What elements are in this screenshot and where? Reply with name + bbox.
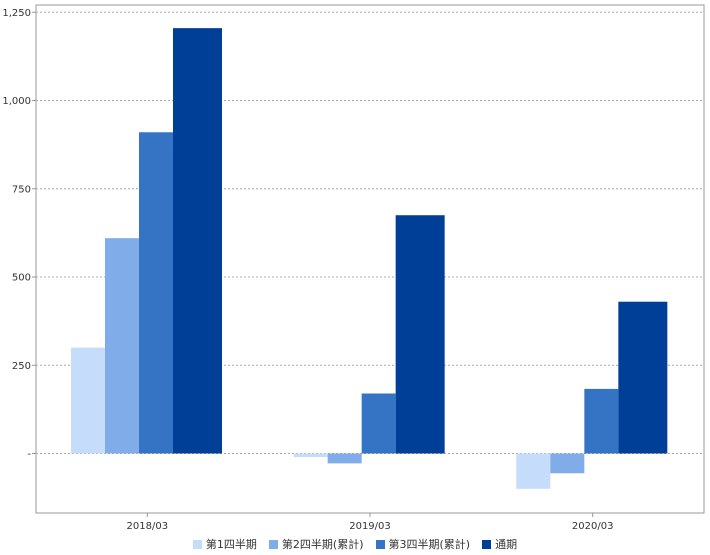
bar [71, 347, 105, 454]
y-tick-label: 500 [12, 273, 31, 284]
legend-item: 第1四半期 [192, 536, 257, 552]
x-tick-label: 2019/03 [349, 521, 391, 532]
legend-label: 通期 [495, 538, 518, 551]
x-tick-label: 2020/03 [572, 521, 614, 532]
bar [550, 453, 585, 474]
bar [584, 388, 619, 454]
legend-swatch [482, 539, 492, 549]
legend-label: 第1四半期 [205, 538, 257, 551]
bar [395, 215, 445, 454]
y-tick-label: 1,250 [2, 8, 31, 19]
bar-chart: - 250 500 750 1,000 1,250 2018/03 2019/03 2020/… [2, 4, 705, 532]
legend-swatch [268, 539, 278, 549]
bar [618, 301, 668, 454]
legend-item: 第3四半期(累計) [375, 536, 471, 552]
bar [105, 238, 139, 454]
x-tick-label: 2018/03 [127, 521, 169, 532]
y-axis-ticks: - 250 500 750 1,000 1,250 [2, 8, 36, 460]
legend-item: 通期 [482, 536, 517, 552]
legend-label: 第3四半期(累計) [388, 538, 471, 551]
bar [293, 453, 328, 458]
bar [516, 453, 551, 489]
bar [361, 393, 396, 454]
y-tick-label: 1,000 [2, 96, 31, 107]
legend-swatch [375, 539, 385, 549]
y-tick-label: - [27, 449, 31, 460]
bar [327, 453, 362, 464]
bar [139, 132, 173, 454]
bars [71, 28, 668, 489]
legend-item: 第2四半期(累計) [268, 536, 364, 552]
y-tick-label: 250 [12, 361, 31, 372]
bar [173, 28, 222, 454]
x-axis-ticks: 2018/03 2019/03 2020/03 [127, 513, 614, 532]
legend-swatch [192, 539, 202, 549]
legend-label: 第2四半期(累計) [281, 538, 364, 551]
chart-legend: 第1四半期 第2四半期(累計) 第3四半期(累計) 通期 [0, 535, 710, 553]
y-tick-label: 750 [12, 184, 31, 195]
